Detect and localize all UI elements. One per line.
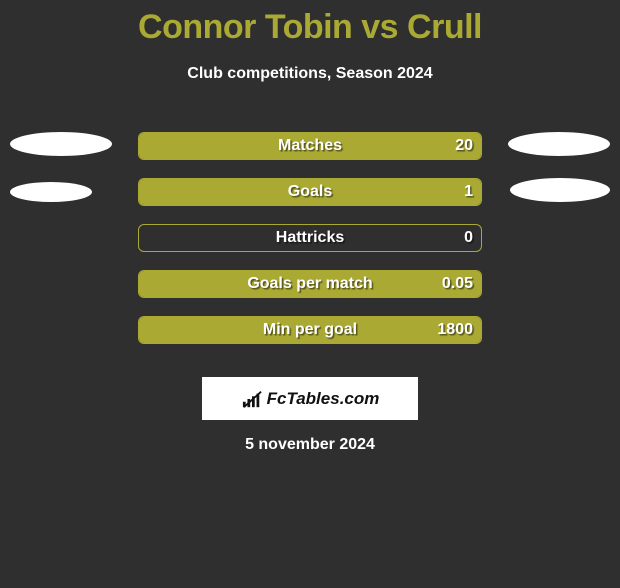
stat-bar: Matches 20 <box>138 132 482 160</box>
attribution-text: FcTables.com <box>267 389 380 409</box>
stat-row: Min per goal 1800 <box>0 307 620 353</box>
stat-label: Goals <box>288 183 332 201</box>
stat-row: Goals 1 <box>0 169 620 215</box>
stat-bar: Min per goal 1800 <box>138 316 482 344</box>
stat-value-right: 1 <box>464 183 473 201</box>
bars-icon <box>241 389 263 409</box>
player-right-marker <box>510 178 610 202</box>
stat-row: Matches 20 <box>0 123 620 169</box>
attribution-badge: FcTables.com <box>202 377 418 420</box>
attribution-content: FcTables.com <box>241 389 380 409</box>
stat-label: Hattricks <box>276 229 344 247</box>
stat-bar: Goals 1 <box>138 178 482 206</box>
date-label: 5 november 2024 <box>0 436 620 454</box>
player-left-marker <box>10 132 112 156</box>
page-title: Connor Tobin vs Crull <box>0 8 620 47</box>
stat-value-right: 1800 <box>437 321 473 339</box>
stat-value-right: 0 <box>464 229 473 247</box>
stat-bar: Goals per match 0.05 <box>138 270 482 298</box>
stat-value-right: 20 <box>455 137 473 155</box>
stat-label: Goals per match <box>247 275 372 293</box>
stat-label: Min per goal <box>263 321 357 339</box>
stat-label: Matches <box>278 137 342 155</box>
stat-bar: Hattricks 0 <box>138 224 482 252</box>
player-right-marker <box>508 132 610 156</box>
stat-row: Hattricks 0 <box>0 215 620 261</box>
stat-value-right: 0.05 <box>442 275 473 293</box>
stat-row: Goals per match 0.05 <box>0 261 620 307</box>
comparison-chart: Matches 20 Goals 1 Hattricks 0 <box>0 123 620 353</box>
player-left-marker <box>10 182 92 202</box>
page-subtitle: Club competitions, Season 2024 <box>0 65 620 83</box>
